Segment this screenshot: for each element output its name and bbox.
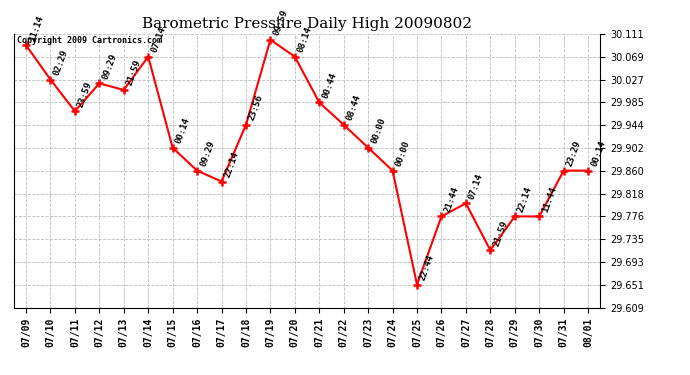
Text: 07:14: 07:14 [150, 26, 167, 54]
Text: 23:59: 23:59 [77, 80, 94, 108]
Text: 11:44: 11:44 [540, 185, 558, 214]
Text: 00:00: 00:00 [394, 140, 412, 168]
Text: 22:14: 22:14 [516, 185, 534, 214]
Text: 23:56: 23:56 [247, 94, 265, 122]
Text: 00:14: 00:14 [589, 140, 607, 168]
Text: 21:44: 21:44 [443, 185, 460, 214]
Text: 09:29: 09:29 [101, 52, 119, 81]
Text: 21:59: 21:59 [125, 59, 143, 87]
Text: 08:14: 08:14 [296, 26, 314, 54]
Text: 02:29: 02:29 [52, 48, 70, 77]
Text: 09:29: 09:29 [199, 140, 216, 168]
Text: 08:44: 08:44 [345, 94, 363, 122]
Text: 00:14: 00:14 [174, 117, 192, 145]
Text: 21:59: 21:59 [492, 219, 509, 248]
Text: 23:29: 23:29 [565, 140, 582, 168]
Text: 22:44: 22:44 [418, 254, 436, 282]
Text: 00:00: 00:00 [370, 117, 387, 145]
Text: Copyright 2009 Cartronics.com: Copyright 2009 Cartronics.com [17, 36, 161, 45]
Text: 22:14: 22:14 [223, 150, 241, 179]
Text: 09:59: 09:59 [272, 9, 289, 37]
Text: 00:44: 00:44 [321, 71, 338, 100]
Text: 11:14: 11:14 [28, 14, 45, 42]
Text: 07:14: 07:14 [467, 172, 485, 201]
Title: Barometric Pressure Daily High 20090802: Barometric Pressure Daily High 20090802 [142, 17, 472, 31]
